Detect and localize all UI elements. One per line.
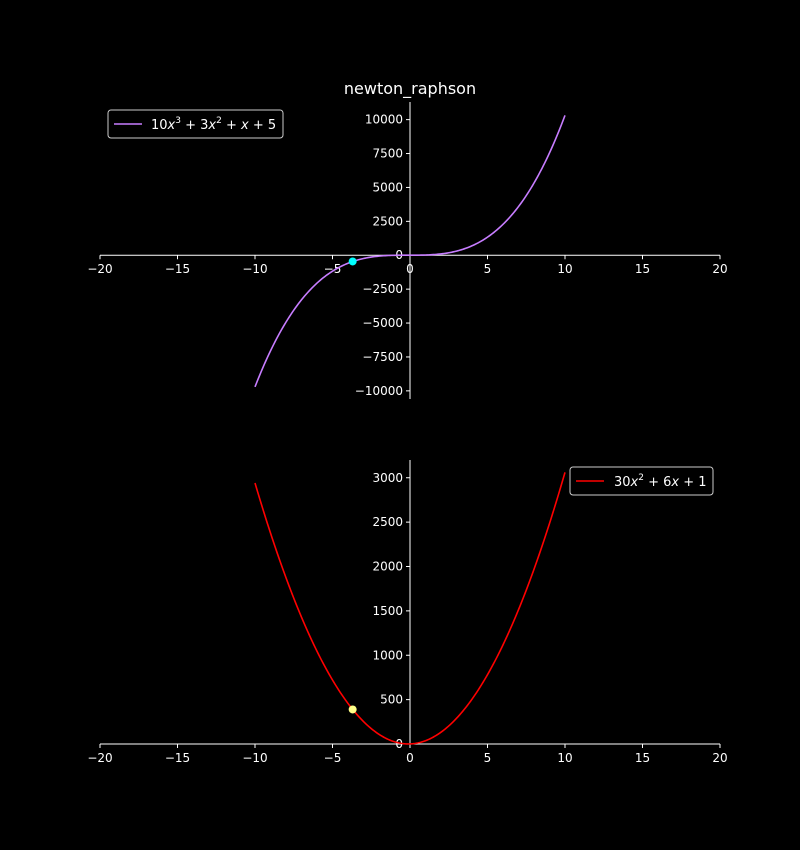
x-tick-label: 5	[484, 751, 492, 765]
quadratic-series-line	[254, 472, 566, 745]
y-tick-label: 7500	[372, 147, 403, 161]
legend-box	[107, 109, 284, 139]
cubic-series-line	[254, 115, 566, 388]
x-tick-label: 20	[712, 751, 727, 765]
x-tick-label: −5	[324, 751, 342, 765]
y-tick-label: 1500	[372, 604, 403, 618]
y-tick-label: −2500	[362, 282, 403, 296]
x-tick-label: 10	[557, 751, 572, 765]
x-tick-label: 20	[712, 262, 727, 276]
x-tick-label: 15	[635, 751, 650, 765]
x-tick-label: −20	[87, 262, 112, 276]
top-chart: newton_raphson −20 −15 −10 −5 0 5 10 15 20 −10000…	[87, 79, 728, 399]
y-tick-label: 10000	[365, 113, 403, 127]
x-tick-label: −10	[242, 262, 267, 276]
x-tick-label: 0	[406, 262, 414, 276]
x-tick-label: −20	[87, 751, 112, 765]
cubic-iterate-point	[348, 257, 357, 266]
top-ticks: −20 −15 −10 −5 0 5 10 15 20 −10000 −7500 −5000 −2500…	[87, 113, 727, 398]
y-tick-label: −5000	[362, 316, 403, 330]
chart-title: newton_raphson	[344, 79, 476, 99]
y-tick-label: 2000	[372, 560, 403, 574]
top-legend: 10x3 + 3x2 + x + 5	[107, 109, 284, 139]
y-tick-label: 2500	[372, 214, 403, 228]
y-tick-label: −10000	[355, 384, 403, 398]
x-tick-label: −10	[242, 751, 267, 765]
y-tick-label: 0	[395, 737, 403, 751]
x-tick-label: −5	[324, 262, 342, 276]
x-tick-label: 5	[484, 262, 492, 276]
y-tick-label: 3000	[372, 471, 403, 485]
y-tick-label: −7500	[362, 350, 403, 364]
legend-label-quadratic: 30x2 + 6x + 1	[614, 473, 707, 490]
quadratic-iterate-point	[348, 705, 357, 714]
x-tick-label: 10	[557, 262, 572, 276]
y-tick-label: 500	[380, 693, 403, 707]
y-tick-label: 2500	[372, 515, 403, 529]
x-tick-label: 15	[635, 262, 650, 276]
x-tick-label: −15	[165, 262, 190, 276]
y-tick-label: 5000	[372, 180, 403, 194]
legend-label-cubic: 10x3 + 3x2 + x + 5	[151, 116, 276, 133]
bottom-legend: 30x2 + 6x + 1	[569, 466, 714, 496]
x-tick-label: −15	[165, 751, 190, 765]
legend-box	[569, 466, 714, 496]
bottom-chart: −20 −15 −10 −5 0 5 10 15 20 0 500 1000 1500 2000 2500 3…	[87, 460, 728, 765]
y-tick-label: 1000	[372, 648, 403, 662]
x-tick-label: 0	[406, 751, 414, 765]
bottom-ticks: −20 −15 −10 −5 0 5 10 15 20 0 500 1000 1500 2000 2500 3…	[87, 471, 727, 765]
